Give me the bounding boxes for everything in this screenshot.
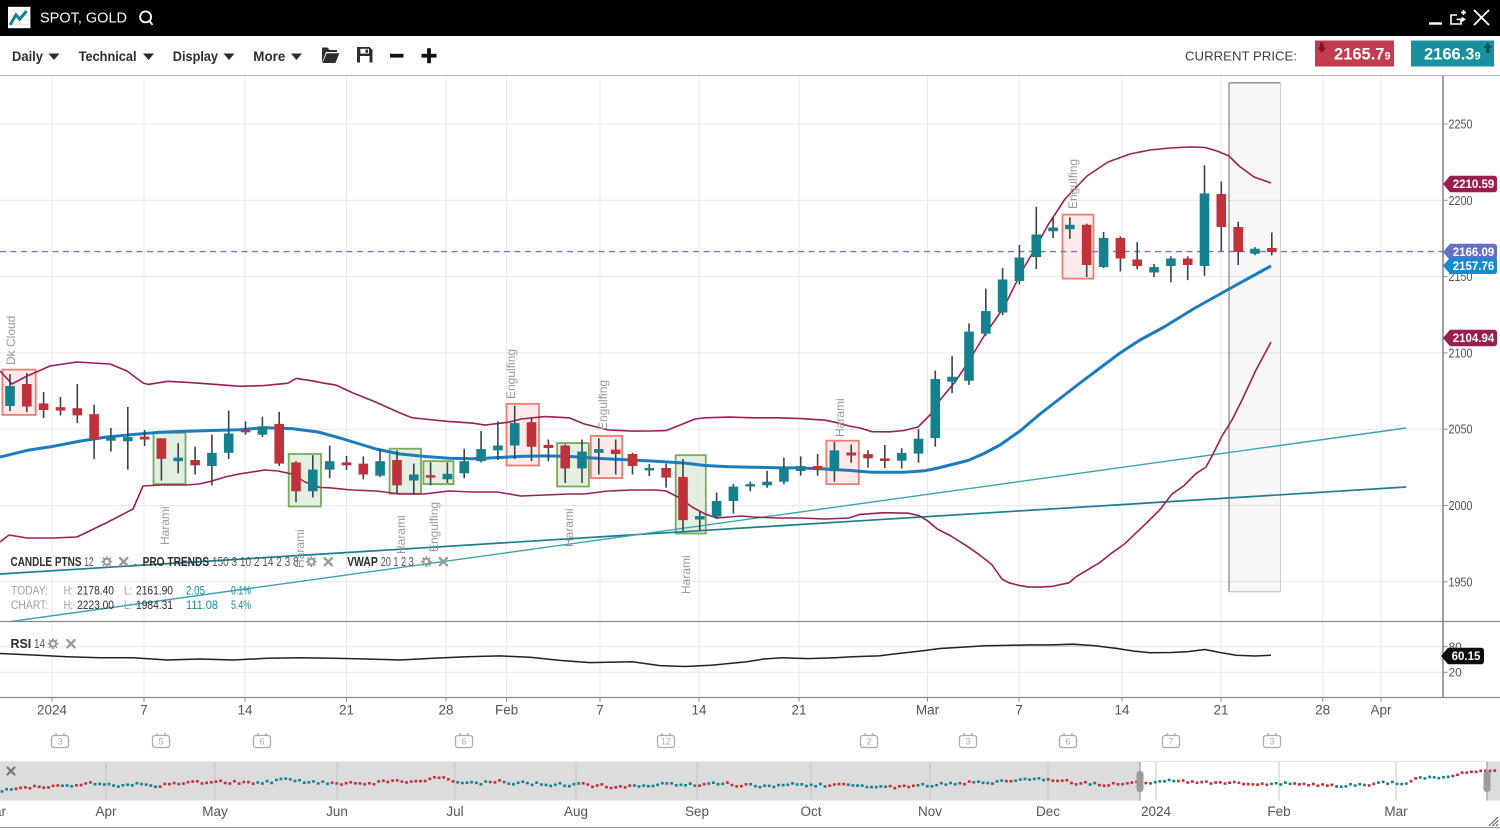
svg-text:2165.79: 2165.79 [1334,46,1391,64]
svg-text:Display: Display [173,49,219,64]
svg-text:3: 3 [965,737,970,747]
svg-text:28: 28 [1315,703,1330,718]
svg-text:Jul: Jul [446,804,463,819]
svg-text:Aug: Aug [564,804,588,819]
svg-text:5: 5 [158,737,163,747]
svg-text:Apr: Apr [1370,703,1392,718]
svg-text:21: 21 [1213,703,1228,718]
svg-text:21: 21 [791,703,806,718]
svg-text:2.05: 2.05 [186,584,205,598]
svg-text:1984.31: 1984.31 [136,598,173,612]
svg-text:7: 7 [1015,703,1023,718]
svg-text:0.1%: 0.1% [231,584,251,598]
svg-text:H:: H: [64,598,73,612]
svg-text:2166.09: 2166.09 [1453,247,1495,259]
svg-text:2200: 2200 [1449,194,1473,208]
svg-text:2223.00: 2223.00 [77,598,114,612]
svg-text:28: 28 [438,703,453,718]
svg-text:3: 3 [1269,737,1274,747]
svg-text:CANDLE PTNS: CANDLE PTNS [11,554,82,569]
svg-text:Harami: Harami [679,555,693,594]
svg-text:L:: L: [124,598,132,612]
svg-text:Jun: Jun [326,804,348,819]
svg-text:Sep: Sep [685,804,709,819]
svg-text:Feb: Feb [495,703,518,718]
svg-text:60.15: 60.15 [1452,651,1481,663]
svg-text:2100: 2100 [1449,346,1473,360]
svg-text:2210.59: 2210.59 [1453,179,1495,191]
svg-text:Daily: Daily [12,49,43,64]
svg-text:Feb: Feb [1267,804,1290,819]
svg-text:14: 14 [34,637,45,651]
svg-text:Engulfing: Engulfing [427,502,441,552]
svg-text:SPOT, GOLD: SPOT, GOLD [40,9,127,26]
svg-text:Nov: Nov [918,804,942,819]
svg-text:Engulfing: Engulfing [596,380,610,430]
svg-text:Harami: Harami [562,508,576,547]
svg-text:May: May [202,804,228,819]
svg-text:2157.76: 2157.76 [1453,261,1495,273]
svg-text:20 1 2 3: 20 1 2 3 [381,555,414,569]
svg-text:14: 14 [691,703,707,718]
svg-text:Apr: Apr [95,804,117,819]
svg-text:6: 6 [1065,737,1070,747]
svg-text:6: 6 [461,737,466,747]
svg-text:TODAY:: TODAY: [11,584,48,598]
svg-text:More: More [253,49,285,64]
svg-text:Dec: Dec [1036,804,1060,819]
svg-text:Technical: Technical [79,49,137,64]
svg-text:5.4%: 5.4% [231,598,251,612]
svg-text:2161.90: 2161.90 [136,584,173,598]
svg-text:20: 20 [1449,666,1463,680]
svg-text:2250: 2250 [1449,118,1473,132]
svg-text:Engulfing: Engulfing [1066,159,1080,209]
svg-text:111.08: 111.08 [186,598,218,612]
svg-text:14: 14 [237,703,253,718]
svg-text:Harami: Harami [158,506,172,545]
svg-text:Harami: Harami [394,515,408,554]
svg-text:2178.40: 2178.40 [77,584,114,598]
svg-text:21: 21 [339,703,354,718]
svg-text:ar: ar [0,804,7,819]
svg-text:2024: 2024 [1141,804,1172,819]
svg-text:2: 2 [866,737,871,747]
svg-text:7: 7 [596,703,604,718]
svg-text:150 3 10 2 14 2 3 8: 150 3 10 2 14 2 3 8 [212,555,299,569]
svg-text:Dk Cloud: Dk Cloud [4,316,18,365]
svg-text:2050: 2050 [1449,423,1473,437]
svg-text:CURRENT PRICE:: CURRENT PRICE: [1185,50,1297,64]
svg-text:2024: 2024 [37,703,68,718]
svg-text:Mar: Mar [1384,804,1408,819]
svg-text:2104.94: 2104.94 [1453,333,1495,345]
svg-text:12: 12 [661,737,671,747]
svg-text:12: 12 [84,555,93,569]
svg-text:14: 14 [1114,703,1130,718]
svg-text:L:: L: [124,584,132,598]
svg-text:CHART:: CHART: [11,598,48,612]
svg-text:2166.39: 2166.39 [1424,46,1481,64]
svg-text:RSI: RSI [11,636,32,651]
svg-text:PRO TRENDS: PRO TRENDS [143,554,210,569]
svg-text:6: 6 [259,737,264,747]
svg-text:Engulfing: Engulfing [504,349,518,399]
svg-text:3: 3 [57,737,62,747]
svg-text:Harami: Harami [293,529,307,568]
svg-text:7: 7 [1168,737,1173,747]
svg-text:Harami: Harami [833,398,847,437]
svg-text:VWAP: VWAP [347,554,378,569]
svg-text:H:: H: [64,584,73,598]
svg-text:1950: 1950 [1449,575,1473,589]
svg-text:Mar: Mar [916,703,940,718]
svg-text:7: 7 [140,703,148,718]
svg-text:Oct: Oct [800,804,821,819]
svg-text:2000: 2000 [1449,499,1473,513]
